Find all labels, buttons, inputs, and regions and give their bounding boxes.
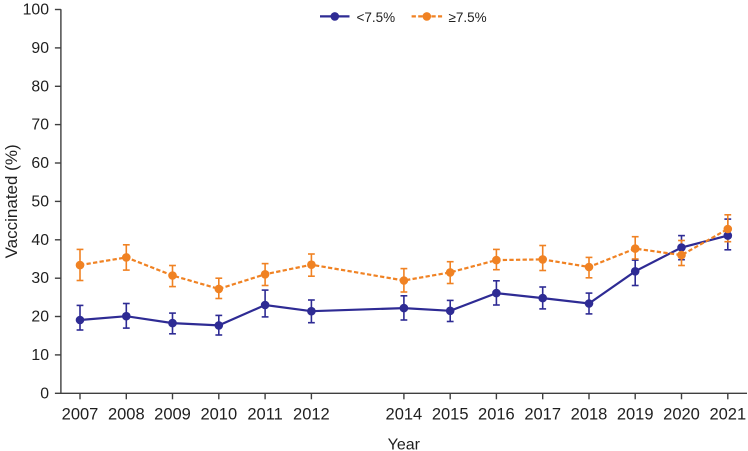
svg-text:40: 40 — [31, 232, 49, 249]
svg-text:2015: 2015 — [432, 406, 469, 424]
svg-text:2008: 2008 — [108, 406, 145, 424]
svg-text:<7.5%: <7.5% — [357, 10, 396, 25]
svg-text:60: 60 — [31, 155, 49, 172]
svg-text:2010: 2010 — [200, 406, 237, 424]
svg-text:100: 100 — [23, 2, 50, 19]
svg-text:2019: 2019 — [617, 406, 654, 424]
svg-text:30: 30 — [31, 270, 49, 287]
svg-text:50: 50 — [31, 193, 49, 210]
svg-text:Vaccinated (%): Vaccinated (%) — [2, 144, 21, 258]
svg-text:20: 20 — [31, 309, 49, 326]
svg-text:80: 80 — [31, 78, 49, 95]
svg-text:10: 10 — [31, 347, 49, 364]
svg-text:2011: 2011 — [247, 406, 282, 424]
svg-text:2017: 2017 — [524, 406, 561, 424]
svg-text:≥7.5%: ≥7.5% — [449, 10, 487, 25]
svg-text:70: 70 — [31, 117, 49, 134]
svg-text:0: 0 — [40, 385, 49, 402]
svg-text:2018: 2018 — [571, 406, 608, 424]
svg-text:2014: 2014 — [386, 406, 423, 424]
svg-text:2007: 2007 — [62, 406, 99, 424]
svg-text:2009: 2009 — [154, 406, 191, 424]
svg-text:2016: 2016 — [478, 406, 515, 424]
svg-text:2021: 2021 — [709, 406, 746, 424]
svg-text:2012: 2012 — [293, 406, 330, 424]
svg-text:90: 90 — [31, 40, 49, 57]
svg-text:2020: 2020 — [663, 406, 700, 424]
svg-text:Year: Year — [388, 436, 421, 451]
